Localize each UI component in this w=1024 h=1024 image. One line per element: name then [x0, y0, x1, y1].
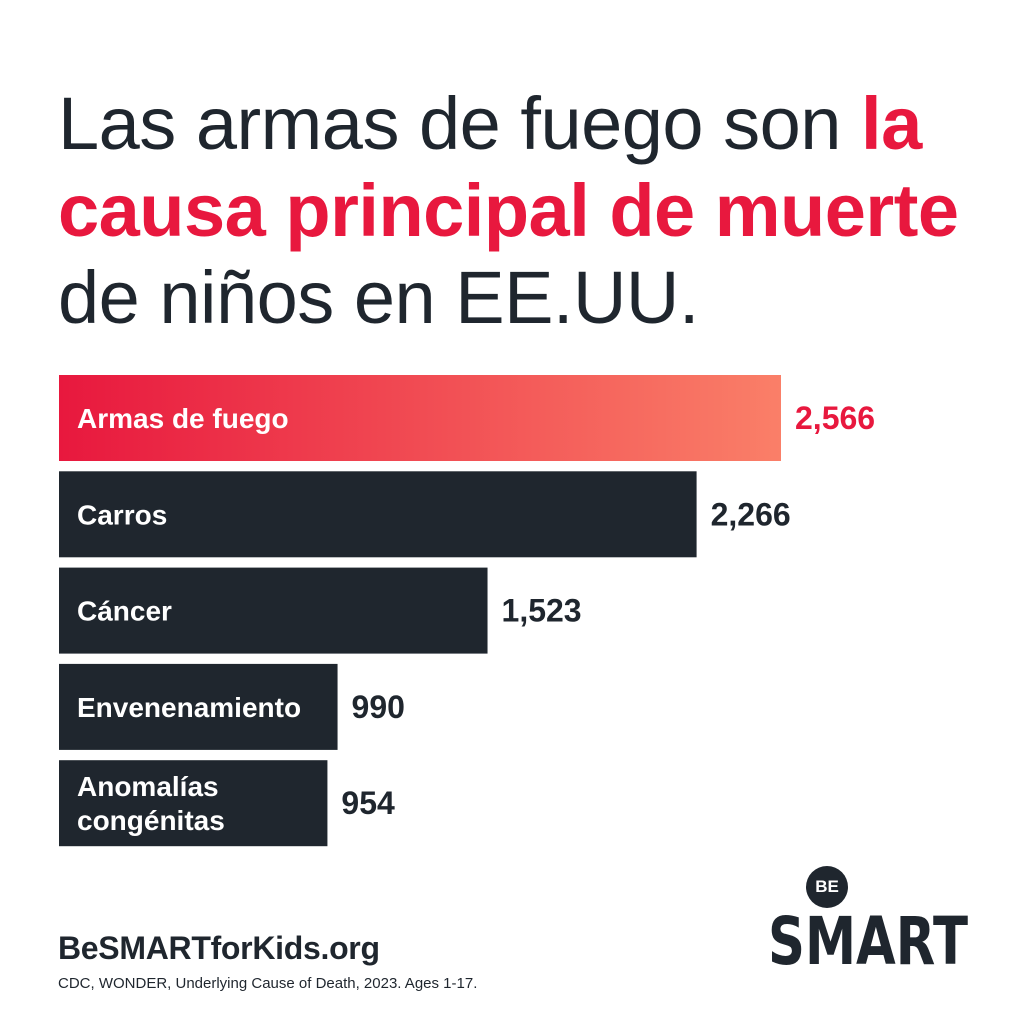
bar	[59, 375, 781, 461]
bar-category-label: Carros	[77, 499, 167, 530]
headline-part1: Las armas de fuego son	[58, 82, 862, 165]
bar-category-label: Armas de fuego	[77, 403, 289, 434]
source-note: CDC, WONDER, Underlying Cause of Death, …	[58, 975, 478, 992]
bar-value-label: 2,266	[711, 496, 791, 532]
bar-value-label: 990	[352, 689, 405, 725]
bar	[59, 471, 697, 558]
logo-be-badge: BE	[806, 866, 848, 908]
headline-highlight: la causa principal de muerte	[58, 82, 959, 252]
bar	[59, 760, 328, 847]
headline: Las armas de fuego son la causa principa…	[58, 80, 998, 341]
bar-category-label: Cáncer	[77, 596, 172, 627]
bar-category-label: Anomalías congénitas	[77, 771, 225, 836]
headline-part2: de niños en EE.UU.	[58, 256, 699, 339]
besmart-logo: BE SMART	[766, 862, 971, 974]
bar-value-label: 2,566	[795, 400, 875, 436]
logo-smart-text: SMART	[768, 904, 968, 974]
bar-value-label: 954	[341, 785, 395, 821]
bars-group: Armas de fuego 2,566 Carros 2,266 Cáncer 1,52…	[59, 375, 875, 847]
website-link[interactable]: BeSMARTforKids.org	[58, 930, 380, 966]
bar	[59, 663, 338, 750]
bar-value-label: 1,523	[502, 593, 582, 629]
bar-category-label: Envenenamiento	[77, 692, 301, 723]
logo-smart-wordmark: SMART	[768, 904, 968, 974]
bar	[59, 567, 488, 654]
